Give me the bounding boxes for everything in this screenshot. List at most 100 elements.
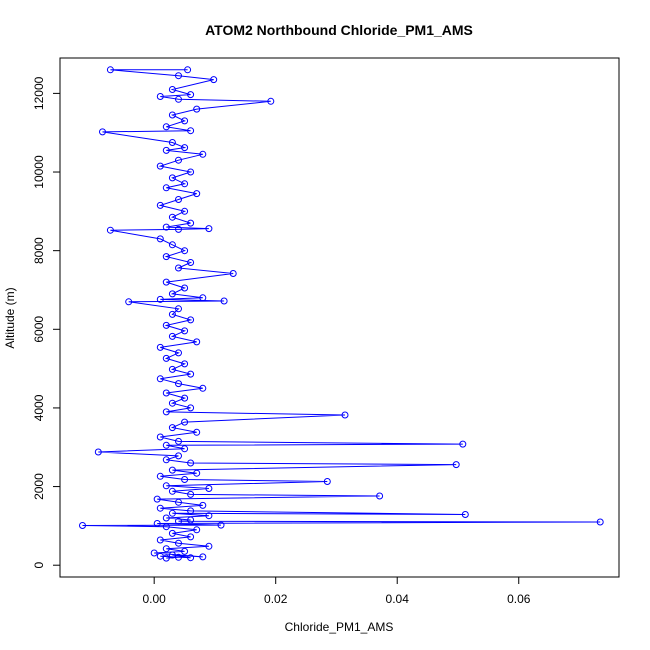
data-point <box>181 144 189 152</box>
data-point <box>199 553 207 561</box>
data-point <box>168 529 176 537</box>
data-point <box>193 469 201 477</box>
data-point <box>168 86 176 93</box>
data-point <box>229 270 237 277</box>
data-point <box>168 241 176 249</box>
y-tick-label: 8000 <box>32 237 46 264</box>
x-tick-label: 0.04 <box>386 592 410 606</box>
data-point <box>106 226 114 234</box>
data-point <box>341 411 349 419</box>
data-point <box>184 66 192 74</box>
data-point <box>156 295 164 303</box>
y-tick-label: 12000 <box>32 76 46 110</box>
x-tick-label: 0.06 <box>507 592 531 606</box>
data-point <box>181 247 189 255</box>
data-point <box>156 504 164 512</box>
data-point <box>175 225 182 233</box>
series-layer <box>79 66 604 562</box>
data-point <box>168 332 176 340</box>
data-point <box>175 452 182 460</box>
data-point <box>156 552 164 560</box>
data-point <box>162 554 170 562</box>
data-point <box>181 180 189 188</box>
data-point <box>267 97 275 105</box>
data-point <box>187 554 195 562</box>
data-point <box>99 128 106 136</box>
data-point <box>153 495 161 503</box>
x-axis-label: Chloride_PM1_AMS <box>285 620 394 634</box>
data-point <box>153 520 161 527</box>
data-point <box>156 375 164 383</box>
data-point <box>162 523 170 531</box>
series-line <box>82 69 601 559</box>
data-point <box>175 196 182 203</box>
data-point <box>452 461 460 469</box>
data-point <box>168 174 176 182</box>
x-tick-label: 0.00 <box>142 592 166 606</box>
data-point <box>168 487 176 495</box>
data-point <box>162 354 170 362</box>
data-point <box>162 184 170 192</box>
data-point <box>175 349 182 357</box>
data-point <box>168 509 176 517</box>
y-tick-label: 2000 <box>32 473 46 500</box>
data-point <box>162 441 170 449</box>
data-point <box>376 492 384 500</box>
data-point <box>187 259 195 266</box>
data-point <box>162 253 170 261</box>
data-point <box>175 156 182 164</box>
data-point <box>199 294 207 302</box>
data-point <box>205 485 213 492</box>
data-point <box>199 501 207 509</box>
data-point <box>168 365 176 373</box>
data-point <box>205 542 213 550</box>
data-point <box>162 389 170 397</box>
data-point <box>193 105 201 113</box>
x-axis: 0.00 0.02 0.04 0.06 <box>142 577 531 606</box>
data-point <box>181 207 189 215</box>
data-point <box>220 297 228 305</box>
data-point <box>187 459 195 467</box>
data-point <box>181 547 189 555</box>
data-point <box>181 284 189 292</box>
data-point <box>175 553 182 561</box>
data-point <box>175 517 182 525</box>
data-point <box>187 507 195 515</box>
data-point <box>461 511 469 518</box>
data-point <box>79 522 86 529</box>
data-point <box>187 516 195 524</box>
data-point <box>162 545 170 553</box>
data-point <box>181 445 189 453</box>
data-point <box>205 225 213 233</box>
data-point <box>162 321 170 329</box>
data-point <box>175 72 182 80</box>
data-point <box>181 476 189 483</box>
data-point <box>106 66 114 74</box>
data-point <box>156 472 164 480</box>
data-point <box>168 213 176 221</box>
data-point <box>187 370 195 378</box>
y-tick-label: 0 <box>32 562 46 569</box>
plot-frame <box>59 57 620 578</box>
data-point <box>150 549 158 557</box>
data-point <box>156 93 164 100</box>
data-point <box>162 482 170 490</box>
data-point <box>168 290 176 298</box>
chart-title: ATOM2 Northbound Chloride_PM1_AMS <box>205 22 473 38</box>
data-point <box>187 316 195 324</box>
data-point <box>187 127 195 135</box>
x-tick-label: 0.02 <box>264 592 288 606</box>
data-point <box>168 139 176 146</box>
data-point <box>205 512 213 520</box>
y-tick-label: 10000 <box>32 155 46 189</box>
y-tick-label: 4000 <box>32 394 46 421</box>
data-point <box>193 526 201 534</box>
data-point <box>162 278 170 286</box>
data-point <box>181 117 189 125</box>
data-point <box>156 536 164 544</box>
data-point <box>156 433 164 441</box>
data-point <box>181 418 189 426</box>
data-point <box>187 533 195 541</box>
data-point <box>199 150 207 158</box>
